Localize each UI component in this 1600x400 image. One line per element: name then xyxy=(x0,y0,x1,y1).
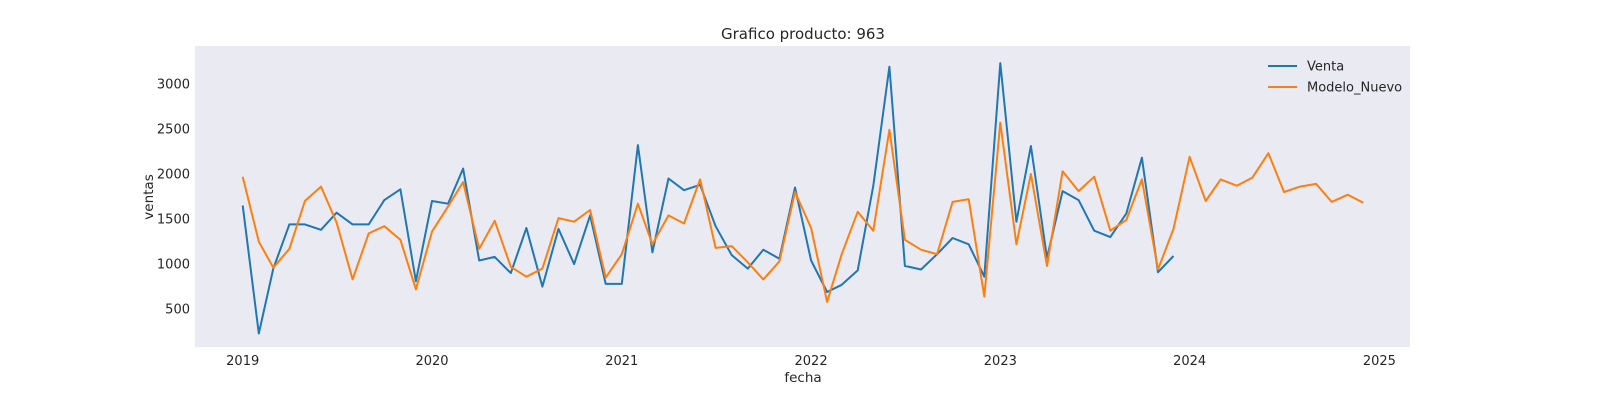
legend-label: Venta xyxy=(1307,60,1344,75)
y-tick-label: 500 xyxy=(165,303,190,318)
series-layer xyxy=(241,62,1364,335)
x-tick-label: 2025 xyxy=(1363,354,1396,369)
legend-label: Modelo_Nuevo xyxy=(1307,81,1402,96)
x-tick-label: 2024 xyxy=(1173,354,1206,369)
y-tick-label: 2500 xyxy=(157,122,190,137)
x-axis-label: fecha xyxy=(784,370,821,386)
plot-area xyxy=(195,46,1410,347)
y-axis: 500 1000 1500 2000 2500 3000 xyxy=(157,77,190,317)
x-tick-label: 2022 xyxy=(795,354,828,369)
x-tick-label: 2021 xyxy=(605,354,638,369)
x-tick-label: 2020 xyxy=(415,354,448,369)
y-axis-label: ventas xyxy=(141,174,157,219)
x-axis: 2019 2020 2021 2022 2023 2024 2025 xyxy=(226,354,1396,369)
series-line-venta xyxy=(241,62,1175,335)
series-line-modelo-nuevo xyxy=(241,121,1364,303)
y-tick-label: 2000 xyxy=(157,167,190,182)
y-tick-label: 1500 xyxy=(157,213,190,228)
x-tick-label: 2023 xyxy=(984,354,1017,369)
y-tick-label: 1000 xyxy=(157,258,190,273)
legend: Venta Modelo_Nuevo xyxy=(1268,60,1402,96)
y-tick-label: 3000 xyxy=(157,77,190,92)
x-tick-label: 2019 xyxy=(226,354,259,369)
chart-title: Grafico producto: 963 xyxy=(721,25,885,43)
